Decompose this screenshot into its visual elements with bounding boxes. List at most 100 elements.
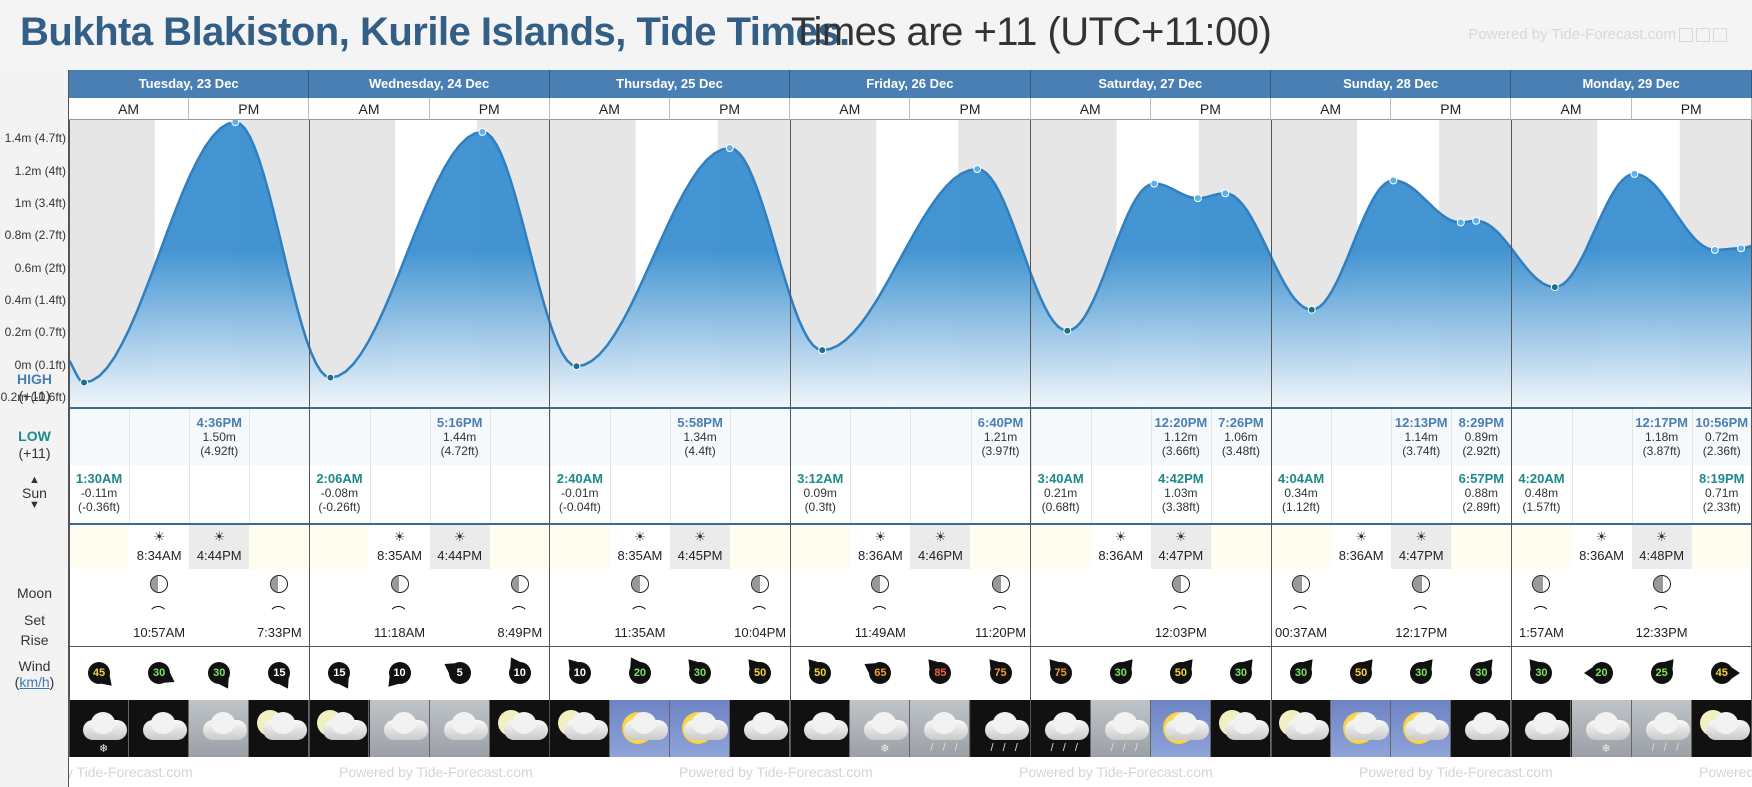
night-cloud-snow-icon: ❄: [69, 700, 130, 757]
tide-point[interactable]: [818, 346, 827, 355]
moon-time: 12:33PM: [1635, 625, 1688, 640]
tide-point[interactable]: [1472, 216, 1481, 225]
moon-time: 8:49PM: [497, 625, 543, 640]
tide-point[interactable]: [80, 378, 89, 387]
wind-indicator: 15: [263, 657, 295, 692]
tide-point[interactable]: [572, 362, 581, 371]
sunrise-cell: ☀ 8:34AM: [129, 525, 189, 571]
footer-watermark: Powered by Tide-Forecast.com Powered by T…: [69, 757, 1752, 787]
watermark-text: Powered by Tide-Forecast.com: [679, 764, 873, 780]
slot-divider: [1090, 465, 1092, 523]
slot-divider: [69, 465, 70, 523]
low-entry: 4:42PM 1.03m (3.38ft): [1151, 471, 1211, 515]
tide-point[interactable]: [326, 373, 335, 382]
tide-point[interactable]: [725, 144, 734, 153]
slot-divider: [609, 465, 611, 523]
wind-indicator: 30: [1285, 655, 1318, 689]
low-ft: (3.38ft): [1161, 500, 1200, 514]
day-cloud-snow-icon: ❄: [850, 700, 911, 757]
high-time: 5:16PM: [436, 415, 483, 430]
am-label: AM: [69, 98, 190, 120]
slot-divider: [670, 465, 671, 523]
tide-point[interactable]: [1710, 245, 1719, 254]
low-time: 6:57PM: [1458, 471, 1505, 486]
facebook-icon[interactable]: [1679, 28, 1693, 43]
slot-divider: [129, 465, 131, 523]
tide-point[interactable]: [1221, 189, 1230, 198]
moon-time: 7:33PM: [256, 625, 302, 640]
wind-indicator: 10: [383, 657, 416, 691]
tide-point[interactable]: [1193, 194, 1202, 203]
tide-point[interactable]: [1456, 218, 1465, 227]
pm-label: PM: [670, 98, 791, 120]
low-time: 4:42PM: [1158, 471, 1204, 486]
y-tick-label: 0.6m (2ft): [14, 260, 66, 275]
moon-cloud-icon: [1691, 700, 1752, 757]
wind-speed: 10: [508, 662, 531, 684]
sun-bg: [1691, 525, 1752, 569]
high-entry: 12:20PM 1.12m (3.66ft): [1151, 416, 1211, 459]
wind-speed: 45: [88, 662, 111, 684]
wind-indicator: 30: [683, 655, 716, 689]
powered-by[interactable]: Powered by Tide-Forecast.com: [1468, 26, 1727, 43]
tide-point[interactable]: [1150, 179, 1159, 188]
high-ft: (3.74ft): [1402, 444, 1441, 458]
wind-indicator: 65: [861, 657, 896, 689]
moon-phase-icon: [991, 575, 1010, 593]
slot-divider: [1631, 465, 1633, 523]
slot-divider: [790, 465, 792, 523]
low-ft: (2.33ft): [1702, 500, 1741, 514]
sunset-icon: ☀: [1175, 529, 1187, 544]
tide-point[interactable]: [973, 165, 982, 174]
low-entry: 8:19PM 0.71m (2.33ft): [1692, 472, 1752, 515]
low-entry: 2:40AM -0.01m (-0.04ft): [550, 472, 610, 515]
sunrise-cell: ☀ 8:36AM: [850, 525, 910, 571]
sunset-time: 4:44PM: [437, 548, 483, 563]
tide-point[interactable]: [1063, 326, 1072, 335]
tide-point[interactable]: [231, 120, 240, 127]
tide-chart: [69, 120, 1752, 407]
slot-divider: [1571, 465, 1573, 523]
tide-point[interactable]: [1550, 283, 1559, 292]
pm-label: PM: [1150, 98, 1271, 120]
tide-point[interactable]: [1307, 305, 1316, 314]
low-tz-label: (+11): [18, 445, 51, 461]
tide-point[interactable]: [1630, 169, 1639, 178]
slot-divider: [910, 409, 912, 465]
tide-point[interactable]: [1737, 244, 1746, 253]
slot-divider: [549, 409, 551, 465]
wind-indicator: 50: [1345, 655, 1378, 689]
share-icon[interactable]: [1696, 28, 1710, 43]
pm-label: PM: [1391, 98, 1512, 120]
slot-divider: [1691, 465, 1693, 523]
moonrise-icon: ⌒: [271, 605, 286, 621]
high-entry: 7:26PM 1.06m (3.48ft): [1211, 416, 1271, 459]
high-m: 1.14m: [1404, 430, 1438, 444]
tide-point[interactable]: [478, 127, 487, 136]
slot-divider: [249, 409, 251, 465]
slot-divider: [489, 409, 491, 465]
info-icon[interactable]: [1713, 28, 1727, 43]
slot-divider: [1150, 409, 1152, 465]
slot-divider: [910, 465, 912, 523]
night-cloud-icon: [129, 700, 190, 757]
day-cloud-rain-icon: / / /: [910, 700, 971, 757]
moon-time: 1:57AM: [1519, 625, 1564, 640]
day-header: Thursday, 25 Dec: [549, 70, 791, 98]
wind-speed: 25: [1650, 662, 1673, 684]
day-cloud-icon: [369, 700, 430, 757]
day-divider: [1510, 120, 1512, 757]
day-header: Monday, 29 Dec: [1511, 70, 1752, 98]
pm-label: PM: [1631, 98, 1752, 120]
wind-unit-link[interactable]: km/h: [19, 674, 50, 690]
slot-divider: [1271, 409, 1272, 465]
sunset-bg: [1631, 525, 1692, 569]
sunset-time: 4:48PM: [1639, 548, 1685, 563]
low-entry: 4:20AM 0.48m (1.57ft): [1511, 472, 1571, 515]
wind-speed: 30: [1410, 662, 1433, 684]
tide-point[interactable]: [1389, 176, 1398, 185]
wind-indicator: 50: [743, 655, 776, 689]
low-m: -0.11m: [80, 486, 118, 500]
y-tick-label: 1.4m (4.7ft): [4, 131, 66, 146]
day-header: Wednesday, 24 Dec: [309, 70, 550, 98]
